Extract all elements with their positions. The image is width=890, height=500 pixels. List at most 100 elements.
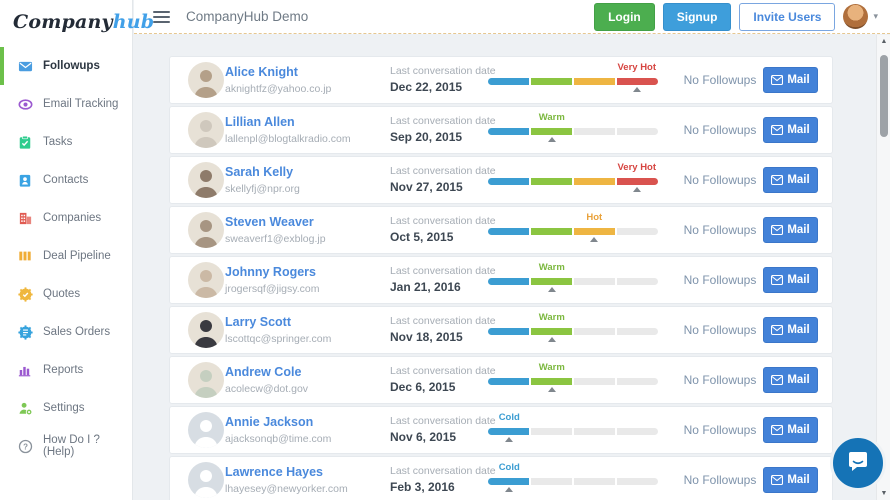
gauge-segment-3 <box>574 378 615 385</box>
contact-avatar <box>188 262 224 298</box>
gauge-segment-1 <box>488 228 529 235</box>
contact-name-link[interactable]: Steven Weaver <box>225 215 314 229</box>
gauge-segment-2 <box>531 128 572 135</box>
last-conversation-label: Last conversation date <box>390 215 496 227</box>
mail-button-label: Mail <box>787 374 810 386</box>
contact-row: Lawrence Hayes lhayesey@newyorker.com Last… <box>170 457 832 500</box>
contact-email: lscottqc@springer.com <box>225 333 332 345</box>
sidebar-item-email-tracking[interactable]: Email Tracking <box>0 85 132 123</box>
mail-button[interactable]: Mail <box>763 217 818 243</box>
gauge-segment-3 <box>574 78 615 85</box>
contact-name-link[interactable]: Larry Scott <box>225 315 291 329</box>
last-conversation-date: Nov 27, 2015 <box>390 180 463 194</box>
temperature-bar <box>488 478 658 485</box>
last-conversation-date: Jan 21, 2016 <box>390 280 461 294</box>
login-button[interactable]: Login <box>594 2 655 31</box>
contact-email: lhayesey@newyorker.com <box>225 483 348 495</box>
sidebar-item-tasks[interactable]: Tasks <box>0 123 132 161</box>
contact-avatar <box>188 112 224 148</box>
contact-row: Larry Scott lscottqc@springer.com Last con… <box>170 307 832 353</box>
company-logo: Companyhub <box>0 0 154 43</box>
gauge-segment-1 <box>488 278 529 285</box>
sidebar-item-sales-orders[interactable]: Sales Orders <box>0 313 132 351</box>
sidebar-item-deal-pipeline[interactable]: Deal Pipeline <box>0 237 132 275</box>
mail-button[interactable]: Mail <box>763 367 818 393</box>
envelope-icon <box>771 475 784 485</box>
contact-name-link[interactable]: Sarah Kelly <box>225 165 294 179</box>
vertical-scrollbar[interactable]: ▲ ▼ <box>876 35 890 500</box>
gauge-segment-2 <box>531 378 572 385</box>
user-avatar-menu[interactable]: ▾ <box>843 4 878 29</box>
envelope-icon <box>771 375 784 385</box>
invite-users-button[interactable]: Invite Users <box>739 2 836 31</box>
mail-button[interactable]: Mail <box>763 267 818 293</box>
sidebar-item-contacts[interactable]: Contacts <box>0 161 132 199</box>
contact-avatar <box>188 212 224 248</box>
followups-list-panel: Alice Knight aknightfz@yahoo.co.jp Last co… <box>134 35 890 500</box>
gauge-segment-3 <box>574 328 615 335</box>
mail-button[interactable]: Mail <box>763 417 818 443</box>
sidebar-item-reports[interactable]: Reports <box>0 351 132 389</box>
logo-text-company: Company <box>13 11 113 33</box>
temperature-gauge: Warm <box>488 257 658 303</box>
contact-row: Lillian Allen lallenpl@blogtalkradio.com L… <box>170 107 832 153</box>
mail-button-label: Mail <box>787 424 810 436</box>
mail-button[interactable]: Mail <box>763 167 818 193</box>
contact-name-link[interactable]: Lillian Allen <box>225 115 295 129</box>
contact-email: acolecw@dot.gov <box>225 383 309 395</box>
contact-avatar <box>188 312 224 348</box>
hamburger-menu-icon[interactable] <box>153 8 170 26</box>
sidebar-item-label: Companies <box>43 212 102 224</box>
contact-row: Sarah Kelly skellyfj@npr.org Last conversa… <box>170 157 832 203</box>
mail-button-label: Mail <box>787 324 810 336</box>
user-avatar <box>843 4 869 29</box>
gauge-segment-1 <box>488 378 529 385</box>
sidebar-item-settings[interactable]: Settings <box>0 389 132 427</box>
sidebar-item-label: Sales Orders <box>43 326 111 338</box>
sidebar-item-how-do-i-help[interactable]: ? How Do I ? (Help) <box>0 427 132 465</box>
followups-status: No Followups <box>683 323 757 337</box>
contact-name-link[interactable]: Alice Knight <box>225 65 298 79</box>
mail-button-label: Mail <box>787 124 810 136</box>
signup-button[interactable]: Signup <box>662 2 732 31</box>
mail-button[interactable]: Mail <box>763 317 818 343</box>
contact-name-link[interactable]: Johnny Rogers <box>225 265 316 279</box>
gauge-segment-2 <box>531 228 572 235</box>
mail-button[interactable]: Mail <box>763 67 818 93</box>
chat-widget-button[interactable] <box>830 435 886 491</box>
last-conversation-label: Last conversation date <box>390 165 496 177</box>
sidebar-item-followups[interactable]: Followups <box>0 47 132 85</box>
temperature-label: Warm <box>538 112 565 123</box>
logo-text-hub: hub <box>112 11 155 33</box>
mail-button[interactable]: Mail <box>763 117 818 143</box>
scroll-down-icon[interactable]: ▼ <box>880 490 888 497</box>
last-conversation-label: Last conversation date <box>390 365 496 377</box>
temperature-bar <box>488 328 658 335</box>
contact-email: ajacksonqb@time.com <box>225 433 332 445</box>
sidebar-menu: Followups Email Tracking Tasks Contacts Comp… <box>0 47 132 465</box>
mail-button[interactable]: Mail <box>763 467 818 493</box>
temperature-label: Warm <box>538 312 565 323</box>
contact-email: sweaverf1@exblog.jp <box>225 233 326 245</box>
sidebar-item-label: Contacts <box>43 174 89 186</box>
gauge-segment-2 <box>531 178 572 185</box>
scroll-up-icon[interactable]: ▲ <box>880 38 888 45</box>
sidebar-item-companies[interactable]: Companies <box>0 199 132 237</box>
contact-name-link[interactable]: Andrew Cole <box>225 365 302 379</box>
envelope-icon <box>771 175 784 185</box>
last-conversation-label: Last conversation date <box>390 315 496 327</box>
contact-name-link[interactable]: Annie Jackson <box>225 415 314 429</box>
contact-name-link[interactable]: Lawrence Hayes <box>225 465 323 479</box>
temperature-label: Warm <box>538 262 565 273</box>
sales-orders-icon <box>17 324 33 340</box>
temperature-bar <box>488 178 658 185</box>
scrollbar-thumb[interactable] <box>880 55 888 137</box>
last-conversation-date: Sep 20, 2015 <box>390 130 463 144</box>
contact-rows: Alice Knight aknightfz@yahoo.co.jp Last co… <box>170 57 832 500</box>
gauge-segment-1 <box>488 128 529 135</box>
followups-status: No Followups <box>683 273 757 287</box>
sidebar-item-quotes[interactable]: Quotes <box>0 275 132 313</box>
contact-email: lallenpl@blogtalkradio.com <box>225 133 351 145</box>
contact-avatar <box>188 412 224 448</box>
followups-status: No Followups <box>683 73 757 87</box>
